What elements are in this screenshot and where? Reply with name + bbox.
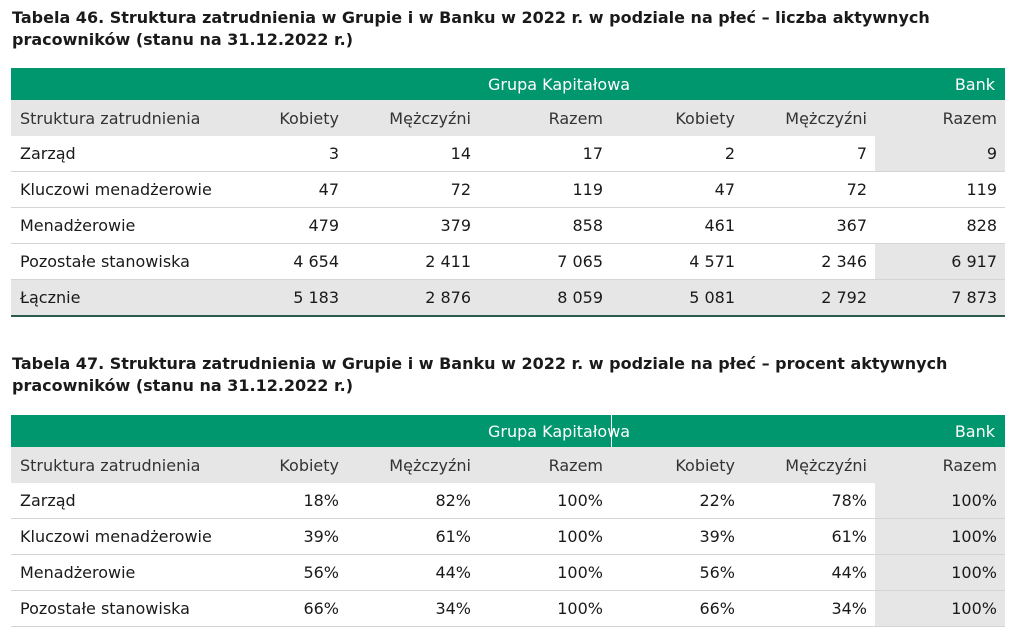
cell: 119	[479, 171, 611, 208]
table-row: Zarząd 18% 82% 100% 22% 78% 100%	[11, 483, 1005, 519]
row-label: Pozostałe stanowiska	[11, 590, 254, 627]
cell: 72	[743, 171, 875, 208]
cell: 100%	[875, 483, 1005, 519]
column-header: Kobiety	[254, 447, 347, 483]
cell: 858	[479, 207, 611, 244]
cell: 828	[875, 207, 1005, 244]
cell: 100%	[479, 554, 611, 591]
cell: 4 654	[254, 243, 347, 280]
cell: 2 792	[743, 279, 875, 316]
table-row: Pozostałe stanowiska 66% 34% 100% 66% 34…	[11, 590, 1005, 627]
cell: 61%	[743, 518, 875, 555]
cell: 367	[743, 207, 875, 244]
table47-column-headers: Struktura zatrudnienia Kobiety Mężczyźni…	[11, 447, 1005, 483]
row-label: Menadżerowie	[11, 554, 254, 591]
row-label: Zarząd	[11, 136, 254, 172]
table47-group-header: Grupa Kapitałowa	[479, 415, 630, 447]
column-header: Kobiety	[254, 100, 347, 136]
cell: 100%	[875, 590, 1005, 627]
cell: 3	[254, 136, 347, 172]
cell: 100%	[479, 518, 611, 555]
cell: 379	[347, 207, 479, 244]
cell: 34%	[743, 590, 875, 627]
table46-group-band: Grupa Kapitałowa Bank	[11, 68, 1005, 100]
cell: 2 876	[347, 279, 479, 316]
cell: 47	[611, 171, 743, 208]
cell: 9	[875, 136, 1005, 172]
table46-caption: Tabela 46. Struktura zatrudnienia w Grup…	[12, 8, 930, 49]
column-header: Mężczyźni	[347, 447, 479, 483]
cell: 4 571	[611, 243, 743, 280]
cell: 39%	[254, 518, 347, 555]
table47-bank-header: Bank	[875, 415, 1005, 447]
row-label: Pozostałe stanowiska	[11, 243, 254, 280]
column-header: Struktura zatrudnienia	[11, 100, 254, 136]
cell: 7 065	[479, 243, 611, 280]
cell: 8 059	[479, 279, 611, 316]
cell: 44%	[743, 554, 875, 591]
column-header: Kobiety	[611, 447, 743, 483]
table47-caption: Tabela 47. Struktura zatrudnienia w Grup…	[12, 354, 948, 395]
cell: 100%	[479, 483, 611, 519]
table-row: Menadżerowie 56% 44% 100% 56% 44% 100%	[11, 554, 1005, 591]
cell: 5 183	[254, 279, 347, 316]
cell: 44%	[347, 554, 479, 591]
cell: 47	[254, 171, 347, 208]
cell: 5 081	[611, 279, 743, 316]
column-header: Mężczyźni	[347, 100, 479, 136]
column-header: Razem	[479, 447, 611, 483]
table47-group-band: Grupa Kapitałowa Bank	[11, 415, 1005, 447]
cell: 14	[347, 136, 479, 172]
column-header: Kobiety	[611, 100, 743, 136]
column-header: Razem	[875, 100, 1005, 136]
row-label: Kluczowi menadżerowie	[11, 518, 254, 555]
column-header: Struktura zatrudnienia	[11, 447, 254, 483]
cell: 18%	[254, 483, 347, 519]
cell: 119	[875, 171, 1005, 208]
column-header: Mężczyźni	[743, 100, 875, 136]
cell: 2 411	[347, 243, 479, 280]
cell: 7 873	[875, 279, 1005, 316]
cell: 461	[611, 207, 743, 244]
table-row: Kluczowi menadżerowie 39% 61% 100% 39% 6…	[11, 518, 1005, 555]
cell: 2 346	[743, 243, 875, 280]
cell: 56%	[611, 554, 743, 591]
table46-column-headers: Struktura zatrudnienia Kobiety Mężczyźni…	[11, 100, 1005, 136]
table-row: Menadżerowie 479 379 858 461 367 828	[11, 207, 1005, 244]
row-label: Zarząd	[11, 483, 254, 519]
cell: 100%	[479, 590, 611, 627]
table-row: Pozostałe stanowiska 4 654 2 411 7 065 4…	[11, 243, 1005, 280]
cell: 100%	[875, 554, 1005, 591]
cell: 6 917	[875, 243, 1005, 280]
row-label: Łącznie	[11, 279, 254, 316]
table-row: Zarząd 3 14 17 2 7 9	[11, 136, 1005, 172]
cell: 34%	[347, 590, 479, 627]
cell: 479	[254, 207, 347, 244]
cell: 61%	[347, 518, 479, 555]
cell: 56%	[254, 554, 347, 591]
cell: 22%	[611, 483, 743, 519]
cell: 100%	[875, 518, 1005, 555]
row-label: Menadżerowie	[11, 207, 254, 244]
cell: 72	[347, 171, 479, 208]
column-header: Razem	[875, 447, 1005, 483]
cell: 17	[479, 136, 611, 172]
row-label: Kluczowi menadżerowie	[11, 171, 254, 208]
table47: Grupa Kapitałowa Bank Struktura zatrudni…	[11, 415, 1005, 627]
column-header: Razem	[479, 100, 611, 136]
table-row-total: Łącznie 5 183 2 876 8 059 5 081 2 792 7 …	[11, 279, 1005, 316]
table46: Grupa Kapitałowa Bank Struktura zatrudni…	[11, 68, 1005, 317]
cell: 78%	[743, 483, 875, 519]
table46-group-header: Grupa Kapitałowa	[479, 68, 630, 100]
table46-bank-header: Bank	[875, 68, 1005, 100]
cell: 66%	[254, 590, 347, 627]
column-header: Mężczyźni	[743, 447, 875, 483]
cell: 82%	[347, 483, 479, 519]
cell: 39%	[611, 518, 743, 555]
table-row: Kluczowi menadżerowie 47 72 119 47 72 11…	[11, 171, 1005, 208]
cell: 7	[743, 136, 875, 172]
cell: 66%	[611, 590, 743, 627]
cell: 2	[611, 136, 743, 172]
